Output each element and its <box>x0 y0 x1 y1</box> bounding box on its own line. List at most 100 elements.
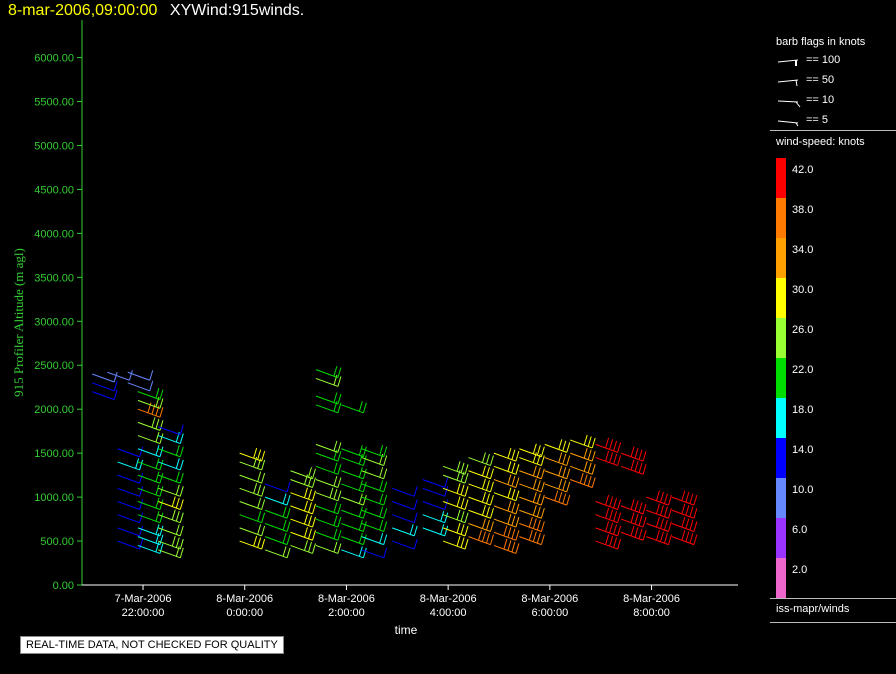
barb-flag <box>482 478 486 490</box>
barb-shaft <box>671 509 695 519</box>
barb-flag <box>312 530 316 541</box>
wind-barb <box>91 371 118 383</box>
barb-flag <box>179 472 184 484</box>
barb-flag <box>515 530 520 541</box>
barb-flag <box>139 486 144 497</box>
barb-flag <box>312 516 316 528</box>
wind-barb <box>158 424 184 436</box>
barb-flag <box>304 500 308 512</box>
axes: 0.00 500.00 1000.00 1500.00 2000.00 2500.00 30… <box>11 20 738 637</box>
barb-flag <box>171 509 176 520</box>
wind-barb <box>341 546 367 559</box>
wind-barb <box>519 443 545 458</box>
wind-barb <box>671 490 698 506</box>
barb-flag <box>583 461 588 472</box>
barb-shaft <box>137 474 161 484</box>
color-scale-label: 38.0 <box>792 204 814 216</box>
barb-shaft <box>117 474 140 484</box>
barb-flag <box>566 468 571 479</box>
barb-shaft <box>519 470 542 480</box>
wind-barb <box>442 509 469 524</box>
wind-barb <box>422 511 449 524</box>
wind-barb <box>519 478 545 493</box>
barb-flag <box>179 512 184 523</box>
barb-shaft <box>264 496 288 506</box>
wind-barb <box>671 503 698 519</box>
barb-flag <box>503 538 508 550</box>
wind-barb <box>341 467 367 480</box>
barb-flag <box>261 472 266 484</box>
wind-barb <box>117 538 144 550</box>
wind-barb <box>620 499 647 515</box>
barb-flag <box>139 538 144 550</box>
wind-barb <box>468 478 494 493</box>
barb-flag <box>630 525 635 536</box>
barb-flag <box>587 436 592 447</box>
barb-shaft <box>493 452 517 462</box>
barb-shaft <box>158 461 181 471</box>
barb-flag <box>175 445 180 456</box>
wind-barb <box>341 506 367 519</box>
barb-flag <box>617 525 622 537</box>
barb-flag <box>642 464 647 475</box>
color-scale-label: 18.0 <box>792 404 814 416</box>
barb-flag <box>642 451 647 462</box>
barb-shaft <box>239 501 262 510</box>
barb-flag <box>638 515 643 526</box>
wind-barb <box>315 440 342 453</box>
barb-flag <box>659 518 664 529</box>
barb-flag <box>179 424 184 435</box>
wind-barb <box>117 499 144 510</box>
barb-flag <box>490 521 494 532</box>
barb-shaft <box>570 439 593 449</box>
wind-barb <box>264 481 291 493</box>
wind-barb <box>137 524 164 537</box>
barb-flag <box>515 503 520 515</box>
barb-shaft <box>315 479 339 488</box>
barb-shaft <box>422 527 445 537</box>
barb-shaft <box>646 496 669 506</box>
barb-flag <box>261 486 266 497</box>
wind-barb <box>158 484 184 497</box>
barb-flag <box>159 512 164 523</box>
wind-barb <box>422 477 449 488</box>
barb-flag <box>179 547 184 558</box>
barb-flag <box>337 530 342 541</box>
barb-flag <box>587 475 592 487</box>
barb-flag <box>337 442 342 453</box>
wind-barb <box>158 445 184 458</box>
barb-flag <box>383 508 388 519</box>
barb-flag <box>179 459 184 471</box>
barb-shaft <box>117 461 140 471</box>
barb-flag <box>663 506 668 517</box>
barb-flag <box>261 459 266 471</box>
barb-flag <box>609 452 614 463</box>
barb-flag <box>358 533 363 544</box>
y-tick-label: 0.00 <box>53 580 74 592</box>
wind-barb <box>595 521 622 537</box>
barb-flag <box>613 537 618 548</box>
barb-flag <box>693 508 698 519</box>
barb-flag <box>478 530 482 541</box>
barb-flag <box>511 528 516 539</box>
wind-barb <box>620 459 647 475</box>
barb-flag <box>379 506 384 517</box>
wind-barb <box>544 490 571 506</box>
barb-shaft <box>315 452 339 462</box>
barb-flag <box>253 456 258 468</box>
wind-barbs <box>91 365 698 559</box>
barb-100-icon <box>777 59 799 66</box>
barb-flag <box>179 525 184 537</box>
barb-flag <box>681 530 686 541</box>
barb-flag <box>532 478 537 490</box>
barb-flag <box>638 462 643 473</box>
barb-shaft <box>361 496 384 506</box>
barb-shaft <box>442 474 466 484</box>
barb-shaft <box>137 536 161 546</box>
barb-flag <box>605 450 610 462</box>
barb-shaft <box>442 527 466 537</box>
wind-barb <box>341 519 367 532</box>
barb-flag <box>304 487 308 498</box>
barb-shaft <box>137 448 161 458</box>
barb-shaft <box>290 492 313 502</box>
